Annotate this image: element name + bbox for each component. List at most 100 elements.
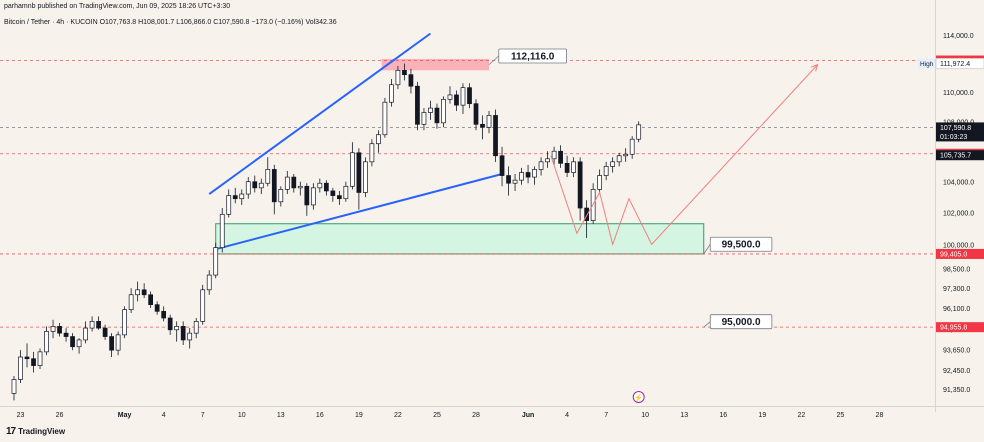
candle-body — [571, 161, 576, 173]
candle-body — [206, 274, 212, 291]
candle-body — [310, 187, 316, 206]
projection-arrowhead — [810, 63, 819, 72]
candle-body — [304, 185, 310, 206]
trendline — [215, 173, 503, 251]
candle-body — [434, 107, 440, 124]
candle-body — [616, 155, 622, 163]
candle-body — [467, 87, 472, 105]
candle-body — [402, 70, 407, 76]
x-tick-label: 13 — [277, 412, 285, 419]
candle-body — [454, 94, 459, 106]
callout-box — [709, 314, 773, 330]
y-tick-label: 114,000.0 — [943, 33, 974, 40]
candle-body — [284, 176, 290, 190]
high-tag: High — [920, 61, 934, 68]
candle-body — [31, 358, 36, 366]
candle-body — [317, 182, 323, 189]
y-tick-label: 104,000.0 — [943, 180, 974, 187]
callout-label: 95,000.0 — [722, 317, 761, 328]
x-tick-label: 28 — [876, 412, 884, 419]
candle-body — [545, 158, 550, 163]
price-label-bg — [936, 122, 984, 142]
y-tick-label: 96,100.0 — [943, 306, 970, 313]
candles-group — [11, 63, 642, 401]
candle-body — [109, 336, 114, 351]
x-tick-label: 25 — [433, 412, 441, 419]
candle-body — [577, 161, 583, 209]
countdown-label: 01:03:23 — [940, 134, 967, 141]
candle-body — [297, 185, 303, 189]
x-tick-label: 23 — [17, 412, 25, 419]
high-tag-bg — [918, 58, 935, 69]
y-tick-label: 97,300.0 — [943, 286, 970, 293]
callout-box — [498, 48, 567, 64]
candle-body — [336, 195, 342, 200]
candle-body — [96, 321, 101, 329]
price-label: 99,405.0 — [940, 251, 967, 258]
x-tick-label: 7 — [604, 412, 608, 419]
lightning-glyph: ⚡ — [634, 393, 643, 402]
x-tick-label: 19 — [355, 412, 363, 419]
candle-body — [50, 326, 56, 332]
candle-body — [128, 294, 134, 311]
candle-body — [532, 169, 537, 178]
candle-body — [239, 193, 245, 200]
candle-body — [141, 289, 147, 296]
candle-body — [350, 152, 355, 187]
y-tick-label: 91,350.0 — [943, 387, 970, 394]
x-tick-label: 16 — [719, 412, 727, 419]
candle-body — [395, 70, 401, 86]
candle-body — [473, 103, 479, 125]
candle-body — [37, 351, 43, 366]
candle-body — [597, 175, 603, 190]
callout-leader — [703, 321, 711, 328]
lightning-icon — [632, 391, 645, 403]
candle-body — [506, 175, 511, 184]
candle-body — [447, 94, 453, 100]
candle-body — [558, 150, 563, 164]
candle-body — [551, 150, 557, 160]
candle-body — [226, 195, 232, 215]
price-label-bg — [936, 322, 984, 333]
callout-label: 112,116.0 — [511, 51, 555, 62]
publish-line: parhamnb published on TradingView.com, J… — [4, 3, 231, 10]
candle-body — [623, 153, 629, 157]
candle-body — [252, 181, 258, 189]
x-tick-label: 4 — [565, 412, 569, 419]
candle-body — [564, 162, 570, 173]
x-tick-label: 13 — [680, 412, 688, 419]
candle-body — [18, 356, 23, 380]
candle-body — [356, 152, 362, 193]
candle-body — [63, 332, 69, 337]
candle-body — [538, 161, 544, 170]
y-tick-label: 110,000.0 — [943, 90, 974, 97]
candle-body — [24, 356, 30, 360]
candle-body — [441, 98, 446, 124]
candle-body — [122, 309, 127, 336]
x-tick-label: 25 — [837, 412, 845, 419]
candle-body — [161, 310, 167, 319]
callout-leader — [703, 243, 711, 255]
candle-body — [245, 181, 251, 195]
candle-body — [486, 115, 492, 128]
candle-body — [369, 143, 375, 163]
candle-body — [493, 115, 498, 157]
y-tick-label: 92,450.0 — [943, 368, 970, 375]
trendline — [208, 32, 432, 195]
candle-body — [154, 304, 160, 312]
callout-box — [709, 236, 773, 252]
candle-body — [187, 332, 193, 341]
candle-body — [180, 326, 186, 341]
x-tick-label: 26 — [56, 412, 64, 419]
price-label: 105,735.7 — [940, 153, 971, 160]
candle-body — [610, 161, 616, 167]
candle-body — [148, 294, 154, 306]
x-tick-label: 28 — [472, 412, 480, 419]
candle-body — [102, 327, 108, 337]
candle-body — [343, 185, 349, 200]
candle-body — [421, 112, 427, 125]
candle-body — [219, 213, 225, 248]
candle-body — [330, 190, 336, 196]
x-tick-label: 4 — [162, 412, 166, 419]
